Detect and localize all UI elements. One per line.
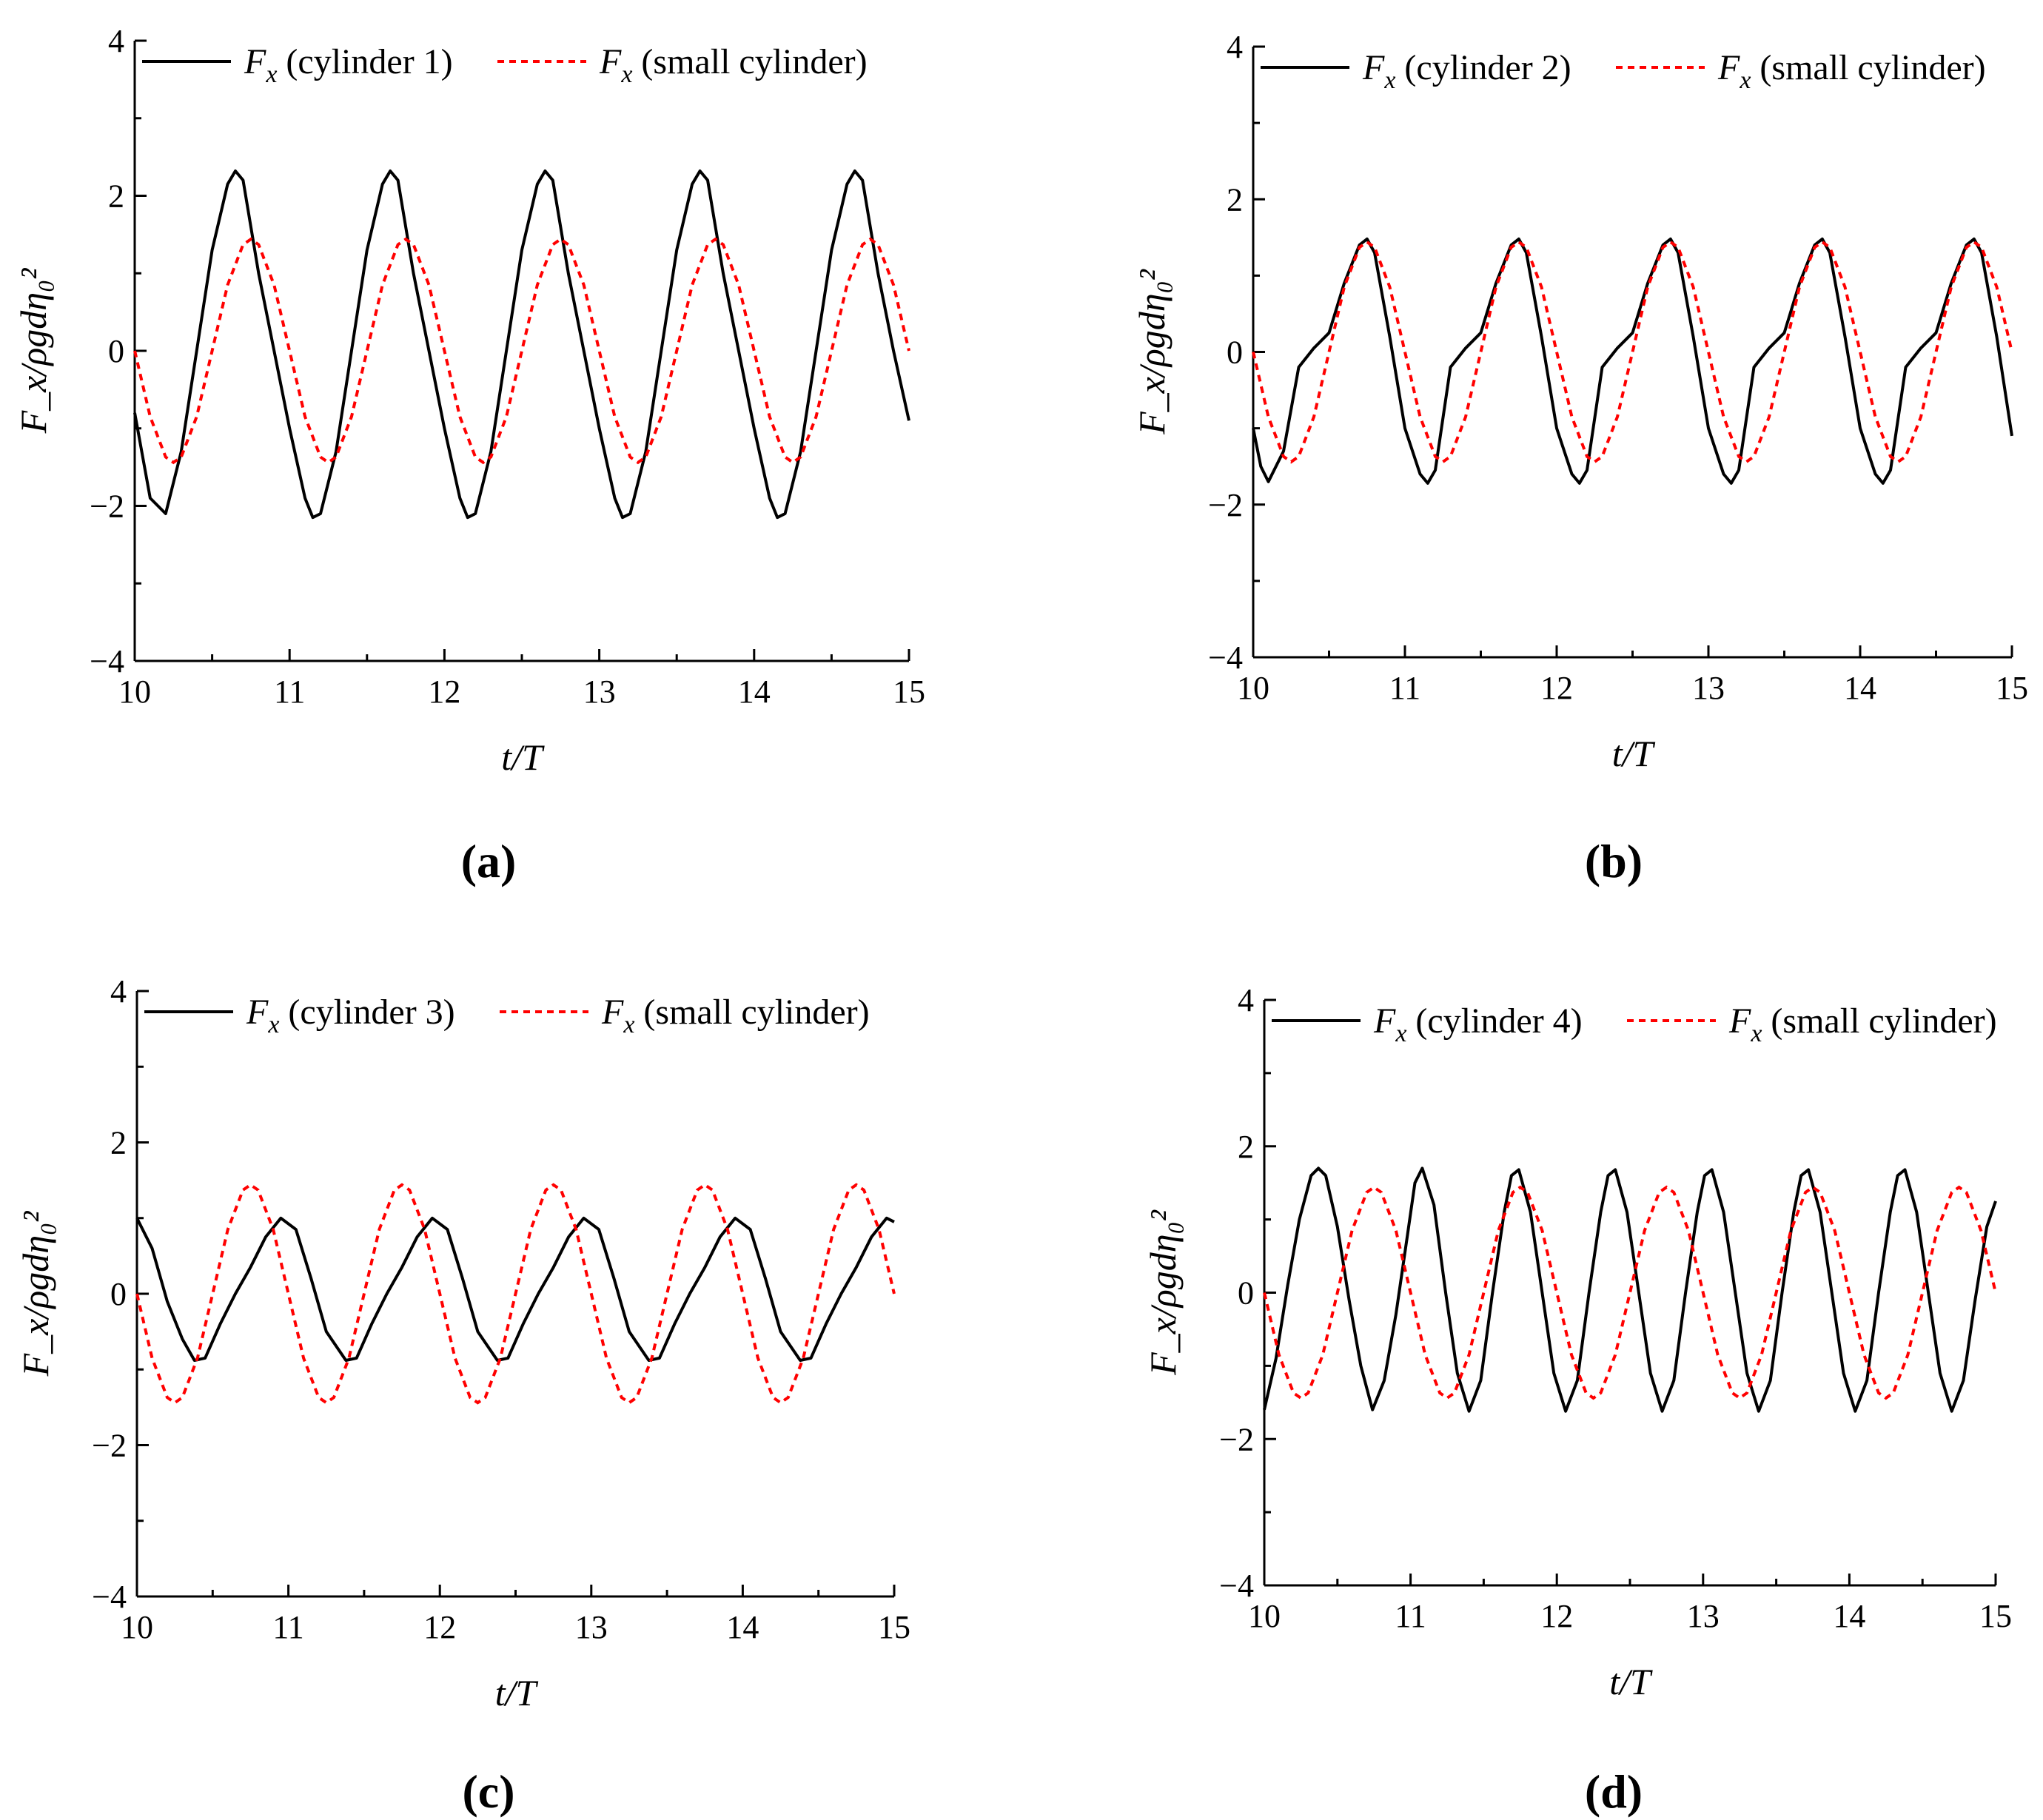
- y-tick-label: −4: [90, 643, 124, 679]
- x-tick-label: 15: [893, 674, 925, 710]
- panel-label: (d): [1585, 1765, 1643, 1818]
- y-tick-label: 0: [110, 1276, 127, 1312]
- y-tick-label: 4: [1238, 982, 1254, 1018]
- x-tick-label: 15: [878, 1609, 910, 1645]
- y-tick-label: 0: [1238, 1275, 1254, 1312]
- x-tick-label: 15: [1996, 670, 2028, 706]
- x-tick-label: 13: [583, 674, 616, 710]
- x-tick-label: 14: [1844, 670, 1876, 706]
- x-axis-title: t/T: [495, 1672, 539, 1713]
- y-tick-label: 2: [1227, 181, 1243, 218]
- x-tick-label: 10: [1248, 1598, 1281, 1634]
- x-tick-label: 11: [1389, 670, 1420, 706]
- chart-panel-c: −4 −2 0 2 4 10 11 12 13 14 15 t/T F_x/ρgdη₀² Fx (cyli…: [15, 973, 910, 1818]
- chart-panel-d: −4 −2 0 2 4 10 11 12 13 14 15 t/T F_x/ρgdη₀² Fx (cyli…: [1142, 982, 2012, 1818]
- x-tick-label: 11: [274, 674, 305, 710]
- panel-label: (c): [462, 1765, 514, 1818]
- y-tick-label: 2: [108, 178, 124, 215]
- y-axis-title: F_x/ρgdη₀²: [1142, 1209, 1184, 1376]
- x-tick-label: 14: [738, 674, 771, 710]
- series-line-cylinder: [1252, 237, 2013, 485]
- x-tick-label: 13: [1692, 670, 1725, 706]
- y-axis-title: F_x/ρgdη₀²: [15, 1211, 56, 1377]
- x-axis-title: t/T: [1609, 1661, 1653, 1702]
- x-tick-label: 14: [1833, 1598, 1865, 1634]
- legend-entry-cylinder: Fx (cylinder 1): [244, 42, 453, 88]
- x-tick-label: 13: [1687, 1598, 1720, 1634]
- x-tick-label: 10: [121, 1609, 153, 1645]
- x-tick-label: 11: [272, 1609, 303, 1645]
- y-tick-label: 2: [1238, 1129, 1254, 1165]
- y-tick-label: 4: [108, 23, 124, 59]
- x-tick-label: 10: [118, 674, 151, 710]
- y-tick-label: 4: [110, 973, 127, 1010]
- x-axis-title: t/T: [1612, 733, 1656, 774]
- y-tick-label: 0: [1227, 335, 1243, 371]
- x-tick-label: 12: [428, 674, 460, 710]
- x-tick-label: 13: [575, 1609, 608, 1645]
- panel-label: (a): [461, 835, 517, 887]
- y-tick-label: −2: [90, 488, 124, 525]
- panel-label: (b): [1585, 835, 1643, 887]
- x-tick-label: 15: [1979, 1598, 2012, 1634]
- legend-entry-small-cylinder: Fx (small cylinder): [601, 993, 870, 1038]
- y-tick-label: 4: [1227, 29, 1243, 65]
- series-line-small-cylinder: [133, 237, 910, 465]
- y-axis-title: F_x/ρgdη₀²: [13, 268, 54, 434]
- series-line-cylinder: [135, 1216, 895, 1362]
- y-tick-label: −2: [1208, 487, 1243, 523]
- series-line-small-cylinder: [135, 1183, 896, 1405]
- y-tick-label: −4: [1208, 639, 1243, 676]
- series-line-small-cylinder: [1263, 1185, 1997, 1400]
- legend-entry-small-cylinder: Fx (small cylinder): [1728, 1001, 1997, 1047]
- x-tick-label: 12: [1540, 670, 1573, 706]
- y-tick-label: 0: [108, 333, 124, 369]
- x-axis-title: t/T: [501, 736, 545, 778]
- series-line-cylinder: [133, 169, 910, 520]
- y-tick-label: 2: [110, 1125, 127, 1161]
- chart-panel-b: −4 −2 0 2 4 10 11 12 13 14 15 t/T F_x/ρgdη₀² Fx (cyli…: [1131, 29, 2028, 887]
- legend-entry-small-cylinder: Fx (small cylinder): [599, 42, 868, 88]
- y-tick-label: −2: [92, 1428, 127, 1464]
- y-tick-label: −4: [1219, 1568, 1254, 1604]
- chart-panel-a: −4 −2 0 2 4 10 11 12 13 14 15 t/T F_x/ρgdη₀² Fx (cyli…: [13, 23, 925, 887]
- legend-entry-cylinder: Fx (cylinder 3): [246, 993, 455, 1038]
- legend-entry-cylinder: Fx (cylinder 2): [1362, 48, 1571, 94]
- x-tick-label: 10: [1237, 670, 1269, 706]
- legend-entry-cylinder: Fx (cylinder 4): [1373, 1001, 1583, 1047]
- y-tick-label: −2: [1219, 1421, 1254, 1457]
- series-line-cylinder: [1263, 1166, 1997, 1413]
- x-tick-label: 12: [1540, 1598, 1573, 1634]
- y-axis-title: F_x/ρgdη₀²: [1131, 269, 1173, 435]
- series-line-small-cylinder: [1252, 240, 2013, 464]
- legend-entry-small-cylinder: Fx (small cylinder): [1717, 48, 1986, 94]
- x-tick-label: 11: [1395, 1598, 1426, 1634]
- y-tick-label: −4: [92, 1579, 127, 1615]
- x-tick-label: 12: [423, 1609, 456, 1645]
- x-tick-label: 14: [726, 1609, 759, 1645]
